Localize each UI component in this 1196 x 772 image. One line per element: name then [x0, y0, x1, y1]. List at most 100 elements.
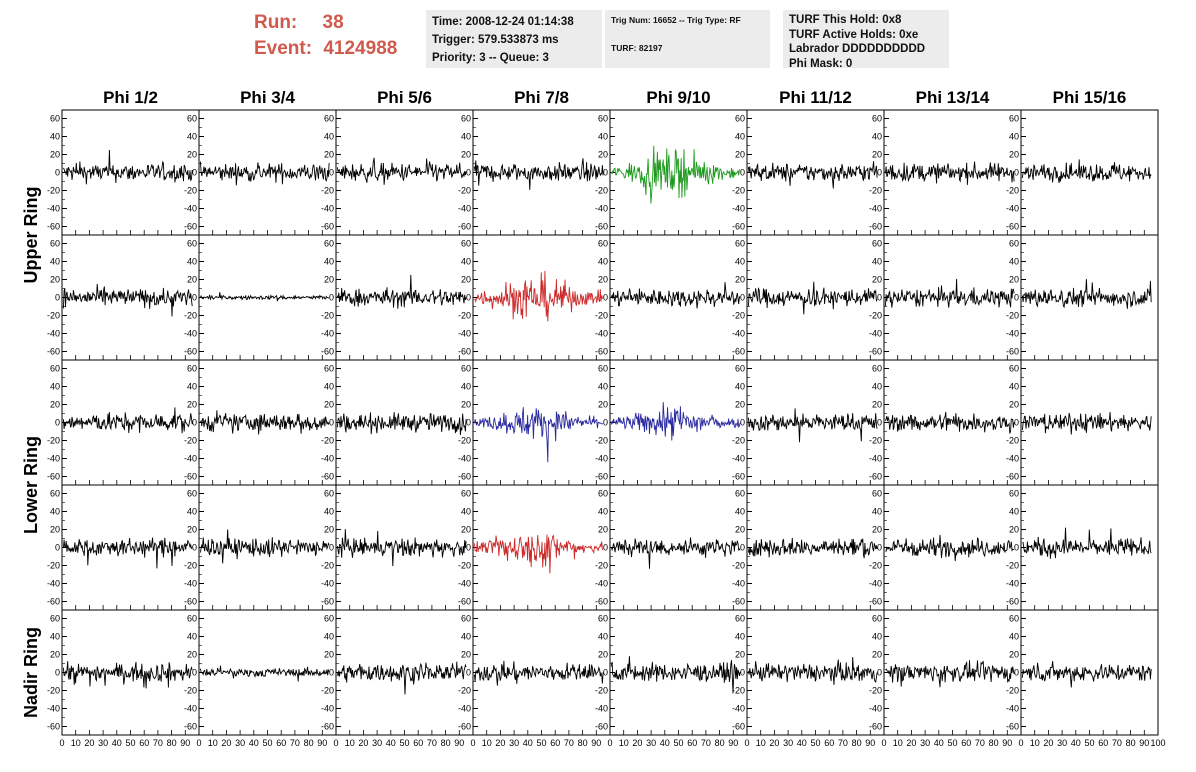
y-tick-label: 40	[324, 632, 334, 642]
event-row: Event: 4124988	[254, 36, 397, 62]
x-tick-label: 70	[1112, 738, 1122, 748]
column-header: Phi 5/6	[377, 88, 432, 107]
x-tick-label: 0	[607, 738, 612, 748]
y-tick-label: -40	[458, 204, 471, 214]
labrador-text: Labrador DDDDDDDDDD	[789, 43, 926, 55]
y-tick-label: -40	[1006, 329, 1019, 339]
y-tick-label: -20	[47, 186, 60, 196]
y-tick-label: -40	[458, 454, 471, 464]
y-tick-label: -40	[47, 204, 60, 214]
y-tick-label: -60	[732, 222, 745, 232]
x-tick-label: 0	[470, 738, 475, 748]
y-tick-label: 0	[55, 668, 60, 678]
y-tick-label: -40	[184, 454, 197, 464]
x-tick-label: 10	[71, 738, 81, 748]
x-tick-label: 0	[196, 738, 201, 748]
y-tick-label: -60	[321, 472, 334, 482]
y-tick-label: 40	[598, 382, 608, 392]
column-header: Phi 15/16	[1053, 88, 1127, 107]
y-tick-label: 0	[877, 418, 882, 428]
y-tick-label: 0	[603, 668, 608, 678]
y-tick-label: 0	[740, 168, 745, 178]
y-tick-label: 60	[598, 239, 608, 249]
x-tick-label: 20	[632, 738, 642, 748]
y-tick-label: -60	[184, 347, 197, 357]
y-tick-label: -60	[321, 722, 334, 732]
y-tick-label: -20	[1006, 436, 1019, 446]
y-tick-label: 60	[187, 364, 197, 374]
event-value: 4124988	[323, 38, 398, 59]
x-tick-label: 10	[756, 738, 766, 748]
x-tick-label: 100	[1150, 738, 1165, 748]
y-tick-label: 40	[461, 132, 471, 142]
x-tick-label: 10	[208, 738, 218, 748]
y-tick-label: -40	[184, 704, 197, 714]
waveform-trace	[199, 665, 330, 682]
y-tick-label: 40	[1009, 507, 1019, 517]
x-tick-label: 80	[441, 738, 451, 748]
y-tick-label: -40	[732, 329, 745, 339]
waveform-trace	[62, 283, 193, 317]
y-tick-label: 20	[50, 650, 60, 660]
y-tick-label: 20	[461, 525, 471, 535]
x-tick-label: 40	[797, 738, 807, 748]
y-tick-label: 0	[466, 543, 471, 553]
y-tick-label: -60	[869, 597, 882, 607]
y-tick-label: 20	[735, 150, 745, 160]
x-tick-label: 60	[276, 738, 286, 748]
y-tick-label: -40	[184, 204, 197, 214]
x-tick-label: 90	[317, 738, 327, 748]
y-tick-label: 20	[1009, 150, 1019, 160]
y-tick-label: 60	[461, 614, 471, 624]
x-tick-label: 0	[1018, 738, 1023, 748]
x-tick-label: 70	[838, 738, 848, 748]
y-tick-label: 20	[598, 400, 608, 410]
y-tick-label: 0	[603, 543, 608, 553]
x-tick-label: 80	[304, 738, 314, 748]
trig-num-box: Trig Num: 16652 -- Trig Type: RF TURF: 8…	[605, 10, 770, 68]
y-tick-label: -60	[869, 347, 882, 357]
y-tick-label: 20	[735, 650, 745, 660]
y-tick-label: -40	[595, 204, 608, 214]
x-tick-label: 80	[852, 738, 862, 748]
y-tick-label: -20	[47, 436, 60, 446]
x-tick-label: 10	[893, 738, 903, 748]
y-tick-label: -40	[595, 454, 608, 464]
x-tick-label: 30	[1057, 738, 1067, 748]
waveform-trace	[885, 534, 1015, 562]
y-tick-label: 60	[50, 114, 60, 124]
y-tick-label: -60	[321, 222, 334, 232]
x-tick-label: 30	[372, 738, 382, 748]
waveform-trace	[884, 411, 1015, 434]
y-tick-label: -40	[732, 454, 745, 464]
x-tick-label: 60	[550, 738, 560, 748]
x-tick-label: 60	[687, 738, 697, 748]
y-tick-label: 40	[50, 382, 60, 392]
y-tick-label: -20	[869, 186, 882, 196]
waveform-trace	[473, 534, 604, 574]
y-tick-label: -20	[869, 686, 882, 696]
y-tick-label: -60	[595, 222, 608, 232]
y-tick-label: -20	[1006, 311, 1019, 321]
y-tick-label: 20	[735, 275, 745, 285]
x-tick-label: 30	[646, 738, 656, 748]
y-tick-label: 40	[187, 382, 197, 392]
y-tick-label: -60	[869, 722, 882, 732]
waveform-trace	[1021, 411, 1152, 435]
x-tick-label: 10	[482, 738, 492, 748]
y-tick-label: -20	[184, 436, 197, 446]
x-tick-label: 80	[989, 738, 999, 748]
y-tick-label: -20	[1006, 186, 1019, 196]
y-tick-label: 60	[735, 114, 745, 124]
waveform-trace	[747, 656, 878, 685]
y-tick-label: 60	[1009, 114, 1019, 124]
y-tick-label: 20	[598, 650, 608, 660]
y-tick-label: 0	[192, 543, 197, 553]
y-tick-label: 60	[598, 364, 608, 374]
x-tick-label: 90	[865, 738, 875, 748]
y-tick-label: 20	[50, 150, 60, 160]
y-tick-label: -60	[1006, 597, 1019, 607]
waveform-trace	[336, 157, 467, 185]
y-tick-label: 0	[1014, 668, 1019, 678]
y-tick-label: -20	[321, 436, 334, 446]
